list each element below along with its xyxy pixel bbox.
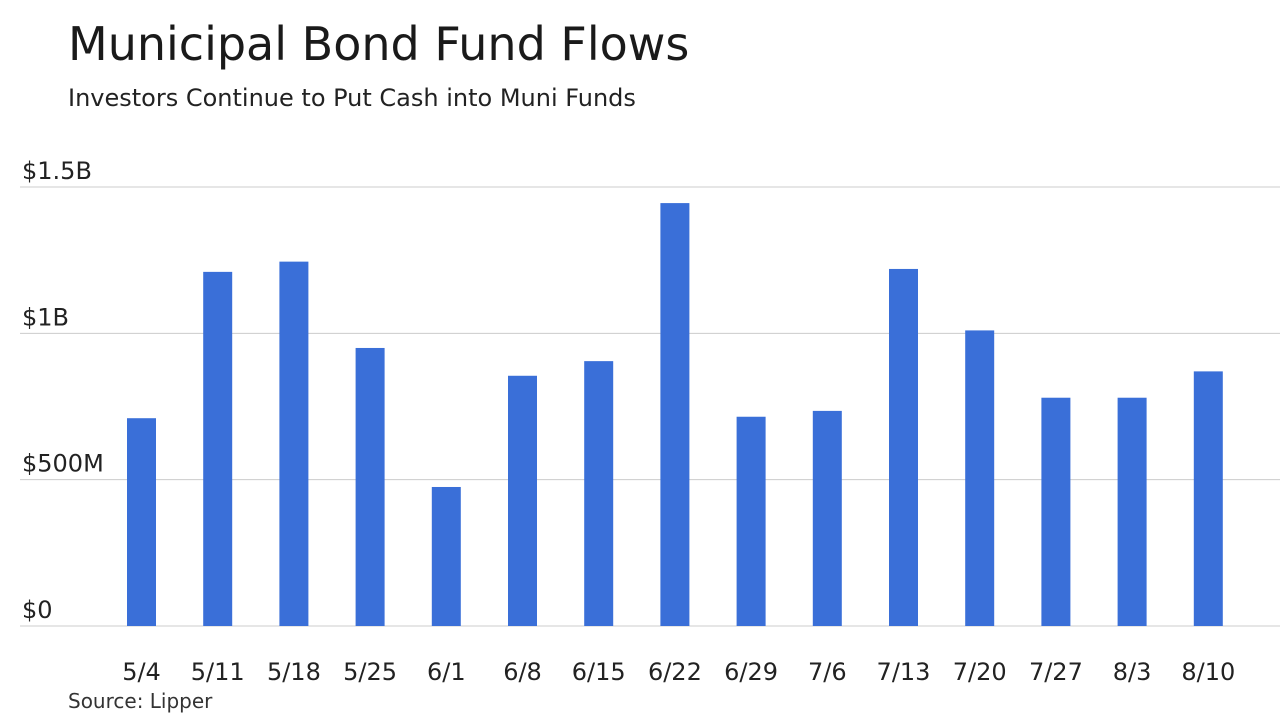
chart-subtitle: Investors Continue to Put Cash into Muni… — [68, 84, 636, 112]
x-tick-label: 5/25 — [343, 658, 397, 686]
bar — [1193, 371, 1223, 626]
x-tick-label: 8/10 — [1181, 658, 1235, 686]
bar — [889, 268, 918, 626]
source-note: Source: Lipper — [68, 689, 213, 713]
x-tick-label: 7/13 — [877, 658, 931, 686]
y-tick-label: $1B — [22, 303, 69, 331]
x-tick-label: 5/18 — [267, 658, 321, 686]
bar — [355, 347, 385, 626]
bar — [431, 486, 461, 626]
x-tick-label: 6/22 — [648, 658, 702, 686]
x-tick-label: 5/4 — [122, 658, 161, 686]
bar — [660, 203, 690, 626]
x-tick-label: 7/27 — [1029, 658, 1083, 686]
bar — [279, 261, 309, 626]
bar — [965, 330, 995, 626]
x-tick-label: 6/8 — [503, 658, 542, 686]
bar — [584, 361, 614, 626]
x-tick-label: 6/15 — [572, 658, 626, 686]
x-tick-label: 5/11 — [191, 658, 245, 686]
y-tick-label: $0 — [22, 596, 53, 624]
chart-title: Municipal Bond Fund Flows — [68, 17, 690, 71]
bar — [736, 416, 766, 626]
x-tick-label: 7/6 — [808, 658, 847, 686]
y-tick-label: $500M — [22, 450, 104, 478]
bar — [127, 418, 156, 626]
x-tick-label: 8/3 — [1113, 658, 1152, 686]
bar — [508, 375, 537, 626]
x-tick-label: 6/29 — [724, 658, 778, 686]
bar — [1117, 397, 1147, 626]
y-tick-label: $1.5B — [22, 157, 92, 185]
x-tick-label: 6/1 — [427, 658, 466, 686]
bar — [203, 271, 233, 626]
bar — [812, 410, 842, 626]
bar — [1041, 397, 1071, 626]
x-tick-label: 7/20 — [953, 658, 1007, 686]
